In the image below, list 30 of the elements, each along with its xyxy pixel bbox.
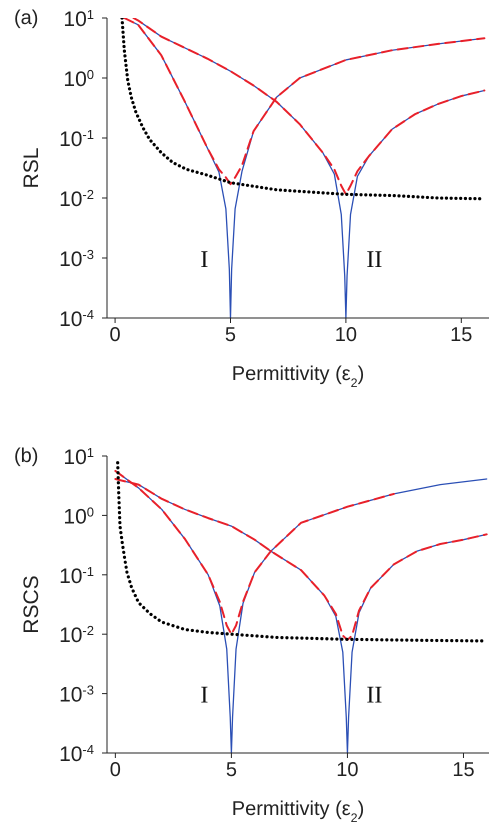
annotation: II	[366, 247, 382, 273]
x-axis-title: Permittivity (ε$_{2}$)	[232, 798, 364, 825]
annotation: I	[200, 682, 208, 709]
x-tick-label: 0	[110, 759, 121, 782]
x-tick-label: 0	[110, 324, 121, 346]
y-axis-title: RSL	[20, 148, 43, 188]
y-tick-label: 10$^{1}$	[63, 444, 94, 469]
y-tick-label: 10$^{-4}$	[59, 306, 94, 331]
y-tick-label: 10$^{-4}$	[59, 742, 94, 766]
chart-title: (a)	[14, 7, 38, 29]
x-tick-label: 5	[226, 759, 237, 782]
chart-title: (b)	[14, 445, 38, 467]
annotation: II	[366, 682, 382, 709]
y-tick-label: 10$^{-3}$	[59, 682, 94, 707]
y-axis-title: RSCS	[20, 575, 43, 634]
y-tick-label: 10$^{-1}$	[59, 563, 94, 588]
x-tick-label: 5	[224, 324, 236, 346]
x-tick-label: 10	[334, 324, 358, 346]
x-tick-label: 15	[452, 759, 475, 782]
annotation: I	[200, 247, 208, 273]
y-tick-label: 10$^{-1}$	[59, 126, 94, 151]
y-tick-label: 10$^{-3}$	[59, 246, 94, 271]
y-tick-label: 10$^{1}$	[63, 6, 94, 31]
x-tick-label: 10	[336, 759, 359, 782]
x-axis-title: Permittivity (ε$_{2}$)	[232, 363, 364, 390]
y-tick-label: 10$^{0}$	[63, 504, 94, 528]
x-tick-label: 15	[450, 324, 472, 346]
y-tick-label: 10$^{-2}$	[59, 186, 94, 211]
y-tick-label: 10$^{0}$	[63, 66, 94, 91]
y-tick-label: 10$^{-2}$	[59, 622, 94, 648]
